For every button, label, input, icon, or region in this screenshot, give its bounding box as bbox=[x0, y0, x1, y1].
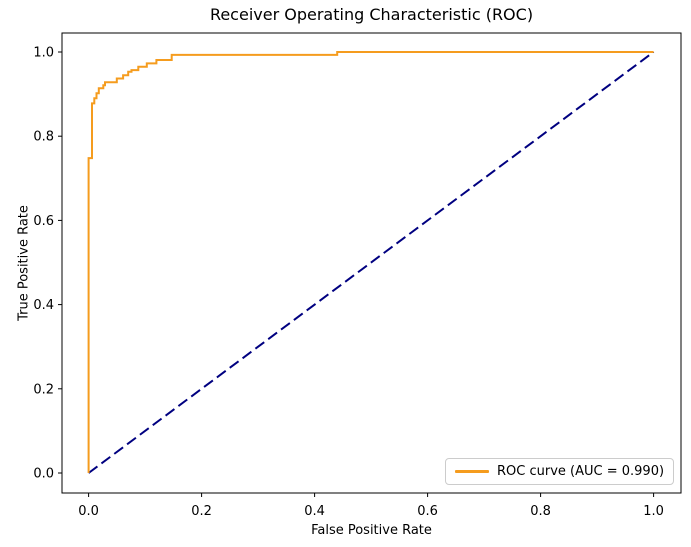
y-tick-label: 0.2 bbox=[33, 382, 54, 397]
x-tick-label: 0.2 bbox=[191, 504, 212, 519]
legend-label: ROC curve (AUC = 0.990) bbox=[497, 464, 665, 479]
y-tick-label: 0.6 bbox=[33, 214, 54, 229]
roc-curve-legend-swatch bbox=[455, 470, 489, 473]
y-tick-label: 1.0 bbox=[33, 46, 54, 61]
x-tick-label: 0.0 bbox=[78, 504, 99, 519]
y-tick-label: 0.0 bbox=[33, 467, 54, 482]
chart-title: Receiver Operating Characteristic (ROC) bbox=[209, 5, 534, 24]
x-tick-label: 0.4 bbox=[304, 504, 325, 519]
legend-box: ROC curve (AUC = 0.990) bbox=[445, 458, 675, 485]
x-tick-label: 0.6 bbox=[417, 504, 438, 519]
x-axis-label: False Positive Rate bbox=[311, 523, 432, 538]
y-axis-label: True Positive Rate bbox=[16, 205, 32, 321]
axes-frame bbox=[61, 32, 682, 494]
x-tick-label: 1.0 bbox=[643, 504, 664, 519]
roc-curve-line bbox=[87, 51, 654, 473]
x-tick-label: 0.8 bbox=[530, 504, 551, 519]
y-tick-label: 0.8 bbox=[33, 130, 54, 145]
chance-diagonal-line bbox=[88, 51, 655, 474]
y-tick-label: 0.4 bbox=[33, 298, 54, 313]
